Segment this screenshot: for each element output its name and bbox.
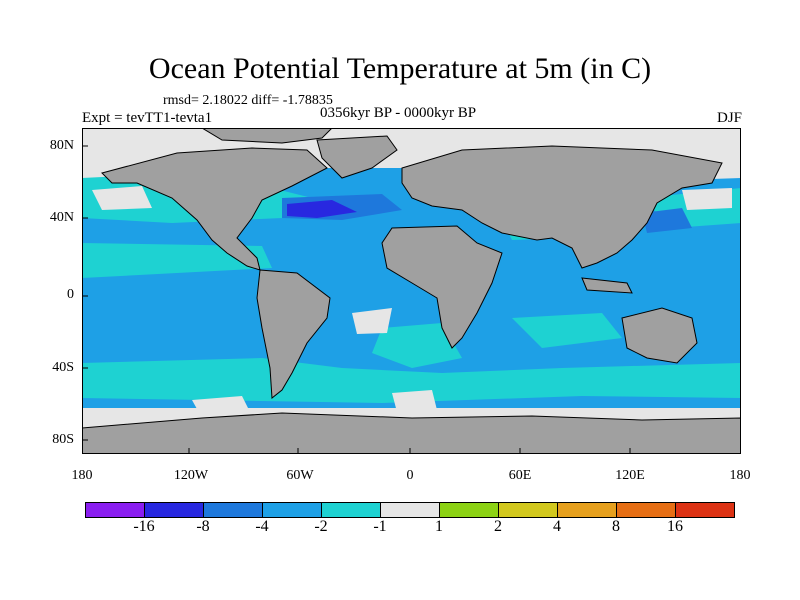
colorbar-box-6 <box>381 503 440 517</box>
x-label-60e: 60E <box>508 468 532 483</box>
x-label-120w: 120W <box>173 468 209 483</box>
land-masses <box>82 128 741 454</box>
africa <box>381 225 503 349</box>
map-frame <box>82 128 741 454</box>
y-label-0: 0 <box>67 287 74 302</box>
colorbar-label-4: -2 <box>314 518 328 535</box>
colorbar-box-8 <box>499 503 558 517</box>
x-label-60w: 60W <box>286 468 314 483</box>
dark-blue-anomaly-regions <box>287 200 357 218</box>
time-period-label: 0356kyr BP - 0000kyr BP <box>320 105 477 121</box>
colorbar-label-9: 8 <box>612 518 620 535</box>
colorbar-box-7 <box>440 503 499 517</box>
colorbar-label-10: 16 <box>667 518 683 535</box>
colorbar-box-11 <box>676 503 734 517</box>
temperature-map <box>82 128 741 454</box>
colorbar-box-10 <box>617 503 676 517</box>
colorbar-box-2 <box>145 503 204 517</box>
antarctica <box>82 412 741 454</box>
arctic-ice <box>201 128 333 144</box>
south-america <box>256 269 331 399</box>
y-label-40n: 40N <box>49 210 74 225</box>
colorbar-box-4 <box>263 503 322 517</box>
y-label-80s: 80S <box>52 432 74 447</box>
y-label-80n: 80N <box>49 138 74 153</box>
europe-asia <box>401 145 723 269</box>
colorbar-label-2: -8 <box>196 518 210 535</box>
greenland <box>316 135 398 179</box>
colorbar-box-1 <box>86 503 145 517</box>
y-label-40s: 40S <box>52 360 74 375</box>
season-label: DJF <box>716 110 742 126</box>
x-label-0: 0 <box>406 468 414 483</box>
australia <box>621 307 698 364</box>
colorbar-label-6: 1 <box>435 518 443 535</box>
map-title: Ocean Potential Temperature at 5m (in C) <box>148 52 652 85</box>
experiment-label: Expt = tevTT1-tevta1 <box>82 110 213 126</box>
colorbar-label-7: 2 <box>494 518 502 535</box>
axis-ticks <box>82 145 631 454</box>
north-america <box>101 147 328 271</box>
rmsd-stats: rmsd= 2.18022 diff= -1.78835 <box>163 93 333 108</box>
colorbar-box-5 <box>322 503 381 517</box>
colorbar-label-8: 4 <box>553 518 561 535</box>
colorbar-label-5: -1 <box>373 518 387 535</box>
colorbar-label-1: -16 <box>133 518 155 535</box>
x-label-180w: 180 <box>71 468 93 483</box>
x-label-180e: 180 <box>729 468 751 483</box>
colorbar-label-3: -4 <box>255 518 269 535</box>
colorbar-box-9 <box>558 503 617 517</box>
indonesia <box>581 277 633 294</box>
x-label-120e: 120E <box>615 468 645 483</box>
colorbar <box>85 502 735 518</box>
colorbar-box-3 <box>204 503 263 517</box>
